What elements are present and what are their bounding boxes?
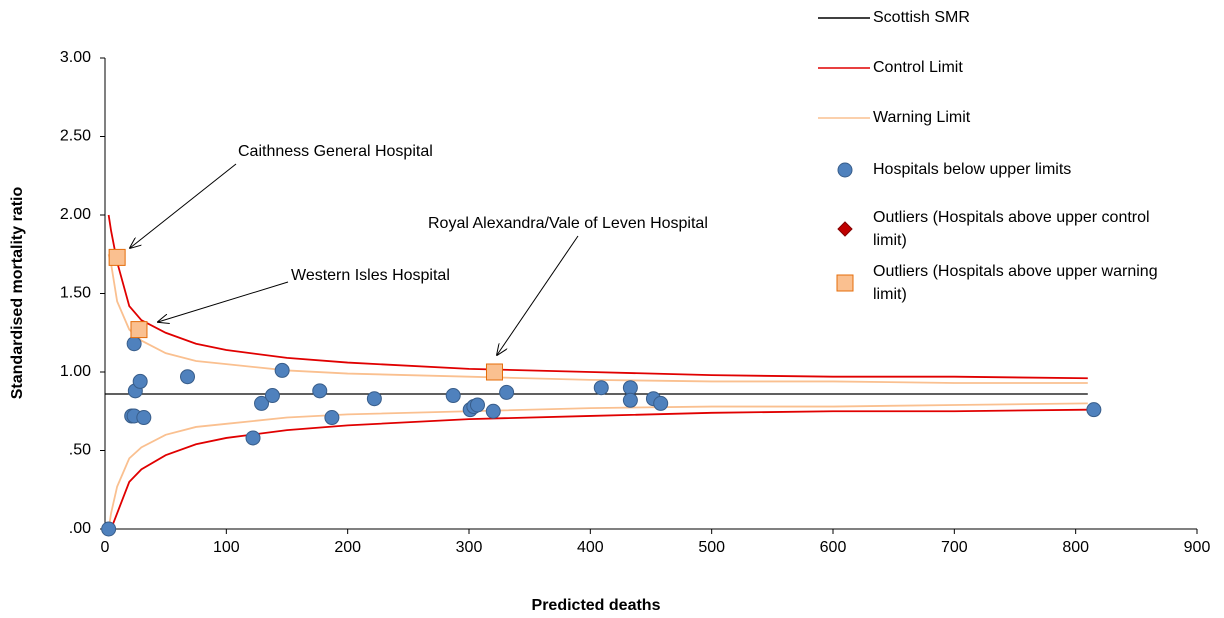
point: [264, 388, 280, 404]
y-tick-label: 3.00: [60, 49, 91, 66]
x-tick-label: 900: [1184, 539, 1211, 556]
limit-line: [108, 408, 1088, 530]
legend-label: Outliers (Hospitals above upper control …: [873, 209, 1150, 249]
point: [312, 383, 328, 399]
point: [1086, 402, 1102, 418]
legend-icon: [818, 116, 870, 119]
point: [622, 392, 638, 408]
point: [136, 410, 152, 426]
point: [485, 363, 503, 381]
point: [445, 388, 461, 404]
legend-icon: [837, 221, 853, 237]
point: [622, 380, 638, 396]
legend-item: Hospitals below upper limits: [815, 158, 1215, 181]
x-tick-label: 100: [213, 539, 240, 556]
point: [499, 384, 515, 400]
x-axis-title: Predicted deaths: [532, 597, 661, 614]
legend-label: Control Limit: [873, 59, 963, 76]
y-tick-label: 1.00: [60, 363, 91, 380]
legend-marker: [836, 274, 854, 292]
legend-label: Hospitals below upper limits: [873, 161, 1072, 178]
point: [101, 521, 117, 537]
point: [593, 380, 609, 396]
legend-marker: [837, 221, 853, 237]
legend-label: Warning Limit: [873, 109, 971, 126]
annotation-arrow: [130, 163, 237, 248]
point: [108, 248, 126, 266]
y-tick-label: 2.00: [60, 206, 91, 223]
point: [180, 369, 196, 385]
point: [126, 336, 142, 352]
x-tick-label: 200: [334, 539, 361, 556]
legend-icon: [837, 162, 853, 177]
annotation: Western Isles Hospital: [291, 267, 450, 284]
x-tick-label: 400: [577, 539, 604, 556]
point: [132, 373, 148, 389]
y-axis-title: Standardised mortality ratio: [9, 187, 26, 400]
x-tick-label: 0: [101, 539, 110, 556]
y-tick-label: 1.50: [60, 285, 91, 302]
point: [469, 397, 485, 413]
x-tick-label: 500: [698, 539, 725, 556]
x-tick-label: 300: [456, 539, 483, 556]
point: [324, 410, 340, 426]
point: [653, 395, 669, 411]
legend-icon: [836, 274, 854, 292]
legend-item: Control Limit: [815, 56, 1215, 79]
point: [130, 321, 148, 339]
y-tick-label: 2.50: [60, 128, 91, 145]
x-tick-label: 700: [941, 539, 968, 556]
point: [245, 430, 261, 446]
limit-line: [107, 254, 1088, 384]
legend-item: Outliers (Hospitals above upper warning …: [815, 260, 1215, 306]
annotation-arrow: [497, 235, 579, 355]
legend-item: Warning Limit: [815, 106, 1215, 129]
annotation-arrow: [158, 281, 289, 322]
legend-marker: [837, 162, 853, 177]
point: [485, 403, 501, 419]
y-tick-label: .50: [69, 442, 91, 459]
x-tick-label: 800: [1062, 539, 1089, 556]
limit-line: [107, 402, 1088, 530]
legend-icon: [818, 66, 870, 69]
point: [274, 362, 290, 378]
annotation: Caithness General Hospital: [238, 143, 433, 160]
limit-line: [107, 214, 1088, 380]
point: [366, 391, 382, 407]
annotation: Royal Alexandra/Vale of Leven Hospital: [428, 215, 708, 232]
y-tick-label: .00: [69, 520, 91, 537]
x-tick-label: 600: [820, 539, 847, 556]
point: [254, 395, 270, 411]
legend-item: Outliers (Hospitals above upper control …: [815, 206, 1215, 252]
legend-item: Scottish SMR: [815, 6, 1215, 29]
legend-icon: [818, 16, 870, 19]
legend-label: Outliers (Hospitals above upper warning …: [873, 263, 1158, 303]
legend-label: Scottish SMR: [873, 9, 970, 26]
